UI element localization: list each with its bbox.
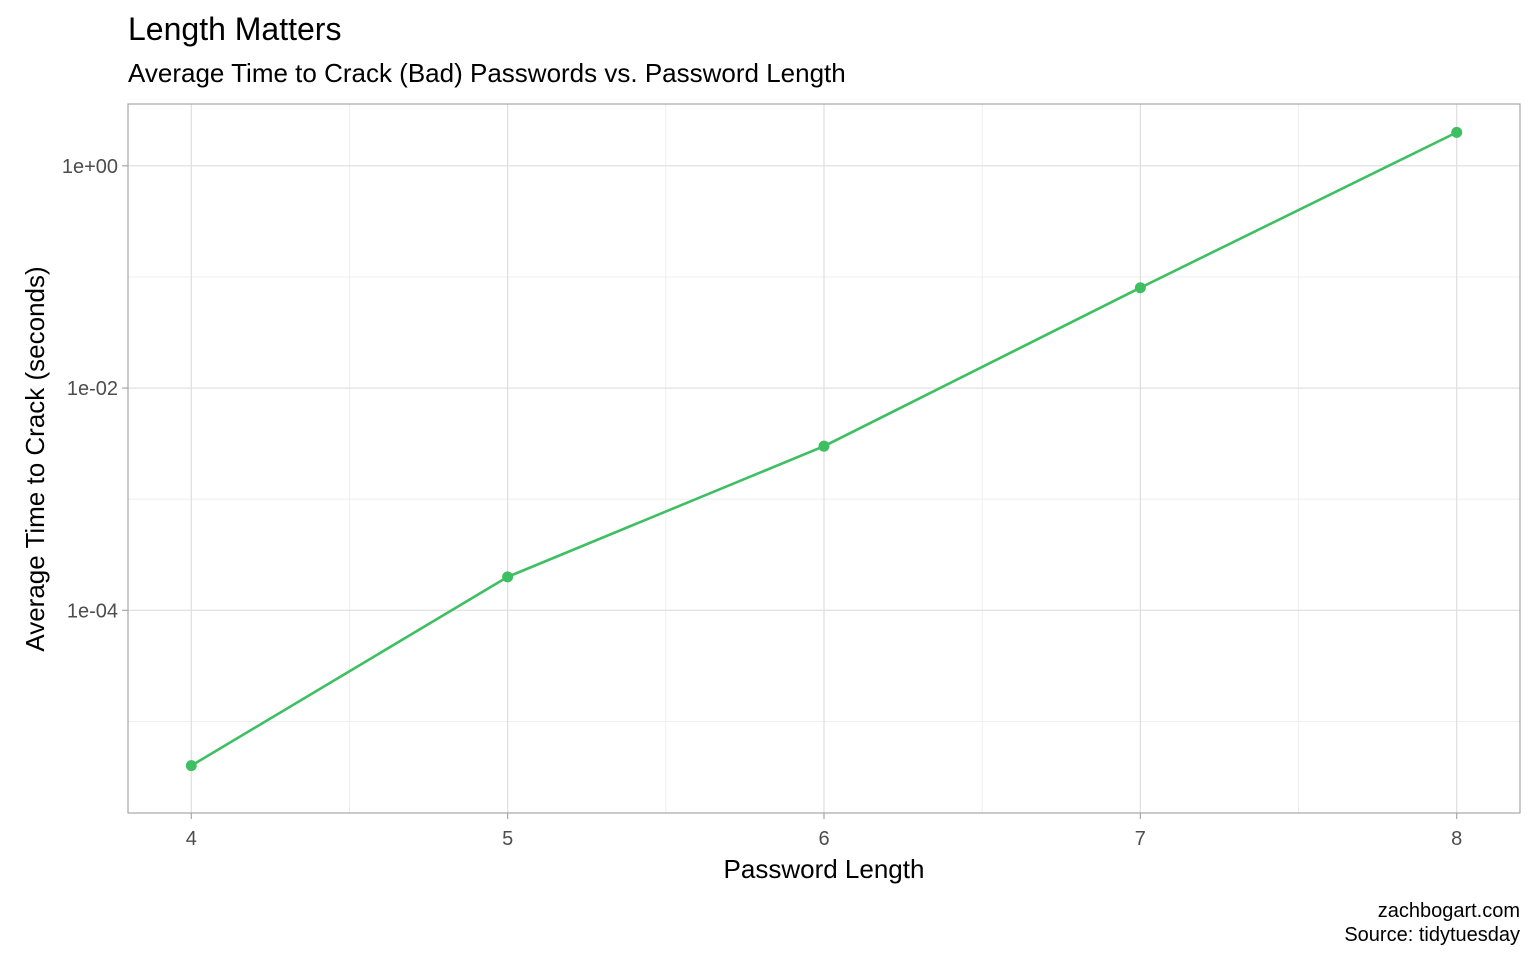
x-axis-title: Password Length [724, 854, 925, 884]
chart-title: Length Matters [128, 11, 341, 47]
series-layer [185, 126, 1463, 772]
x-tick-label: 6 [818, 828, 829, 850]
x-tick-label: 4 [186, 828, 197, 850]
y-axis: 1e-04 1e-02 1e+00 [62, 156, 128, 622]
major-gridlines [128, 104, 1520, 813]
data-point [818, 440, 830, 452]
y-tick-label: 1e+00 [62, 156, 118, 178]
y-axis-title: Average Time to Crack (seconds) [20, 266, 50, 651]
x-tick-label: 7 [1135, 828, 1146, 850]
x-tick-label: 5 [502, 828, 513, 850]
x-axis: 4 5 6 7 8 [186, 813, 1462, 850]
data-point [1134, 282, 1146, 294]
data-point [185, 760, 197, 772]
y-tick-label: 1e-04 [67, 600, 118, 622]
y-tick-label: 1e-02 [67, 378, 118, 400]
x-tick-label: 8 [1451, 828, 1462, 850]
caption-source: Source: tidytuesday [1344, 924, 1520, 946]
chart-subtitle: Average Time to Crack (Bad) Passwords vs… [128, 58, 846, 88]
caption-site: zachbogart.com [1378, 900, 1520, 922]
data-point [502, 571, 514, 583]
data-point [1451, 126, 1463, 138]
